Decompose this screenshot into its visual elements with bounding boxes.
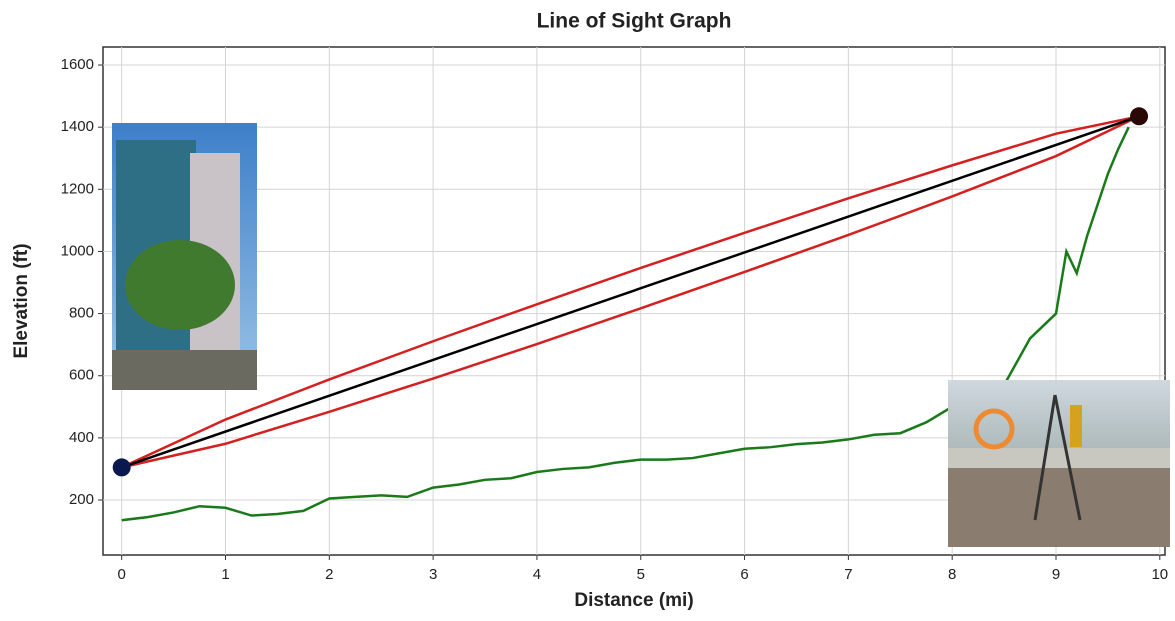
y-tick-label: 800 [69,305,94,322]
x-tick-label: 2 [325,566,333,583]
photo-rooftop [948,380,1170,547]
series-line [121,115,1140,469]
chart-title: Line of Sight Graph [537,10,732,33]
grid: 0 1 2 3 4 5 6 7 8 9 10 200 400 600 800 1000 1200 1400 1600 [61,46,1168,583]
series-line [121,126,1130,522]
x-tick-label: 1 [221,566,229,583]
y-tick-label: 600 [69,367,94,384]
x-tick-label: 4 [533,566,541,583]
x-tick-label: 6 [740,566,748,583]
y-axis-label: Elevation (ft) [11,243,32,358]
endpoint-marker [112,458,131,477]
photo-building [112,123,257,390]
street [112,350,257,390]
endpoint-marker [1130,107,1149,126]
y-tick-label: 400 [69,429,94,446]
x-tick-label: 0 [118,566,126,583]
statue [1070,405,1082,447]
y-tick-label: 1400 [61,118,94,135]
parapet [948,448,1170,468]
x-tick-label: 3 [429,566,437,583]
markers [112,107,1149,477]
series-line [121,115,1140,469]
series-line [121,115,1140,469]
x-tick-label: 10 [1151,566,1168,583]
lines [121,115,1140,522]
x-tick-label: 7 [844,566,852,583]
y-tick-label: 1600 [61,56,94,73]
x-axis-label: Distance (mi) [574,590,693,611]
x-tick-label: 9 [1052,566,1060,583]
y-tick-label: 1000 [61,242,94,259]
tripod [1033,394,1057,521]
x-tick-label: 5 [637,566,645,583]
y-tick-label: 1200 [61,180,94,197]
highlight-circle [973,408,1015,450]
y-tick-label: 200 [69,491,94,508]
x-tick-label: 8 [948,566,956,583]
tree [125,240,235,330]
tripod [1053,394,1082,521]
